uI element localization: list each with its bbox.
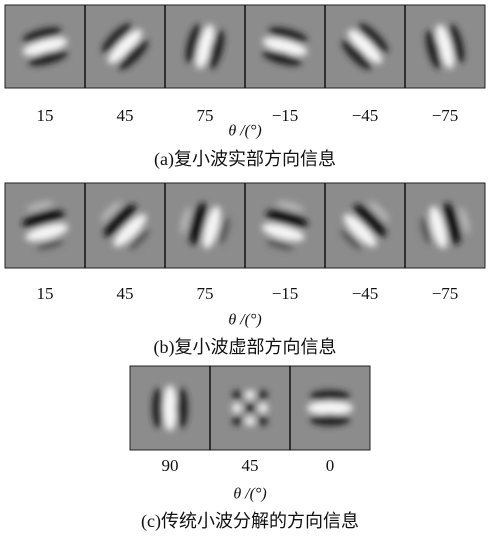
angle-label: 15 bbox=[37, 106, 54, 125]
angle-label: 45 bbox=[117, 106, 134, 125]
blob bbox=[245, 403, 255, 413]
angle-label: 0 bbox=[326, 456, 335, 475]
blob bbox=[258, 416, 268, 426]
dark-lobe bbox=[176, 388, 188, 428]
angle-label: 45 bbox=[242, 456, 259, 475]
dark-lobe bbox=[152, 388, 164, 428]
angle-label: 45 bbox=[117, 284, 134, 303]
blob bbox=[232, 390, 242, 400]
blob bbox=[245, 416, 255, 426]
wavelet-tile bbox=[307, 390, 353, 426]
caption: (a)复小波实部方向信息 bbox=[154, 149, 336, 170]
wavelet-pattern bbox=[307, 390, 353, 426]
angle-label: −15 bbox=[272, 106, 299, 125]
angle-label: −15 bbox=[272, 284, 299, 303]
blob bbox=[258, 390, 268, 400]
blob bbox=[232, 416, 242, 426]
angle-label: 75 bbox=[197, 284, 214, 303]
wavelet-pattern bbox=[152, 385, 188, 431]
caption: (b)复小波虚部方向信息 bbox=[154, 337, 337, 358]
axis-label: θ /(°) bbox=[233, 486, 266, 503]
dark-lobe bbox=[310, 390, 350, 402]
angle-label: −45 bbox=[352, 284, 379, 303]
angle-label: 75 bbox=[197, 106, 214, 125]
angle-label: −45 bbox=[352, 106, 379, 125]
wavelet-tile bbox=[232, 390, 268, 426]
blob bbox=[245, 390, 255, 400]
wavelet-tile bbox=[152, 385, 188, 431]
angle-label: 15 bbox=[37, 284, 54, 303]
light-lobe bbox=[307, 401, 353, 415]
angle-label: 90 bbox=[162, 456, 179, 475]
angle-label: −75 bbox=[432, 284, 459, 303]
blob bbox=[232, 403, 242, 413]
axis-label: θ /(°) bbox=[228, 123, 261, 140]
dark-lobe bbox=[310, 414, 350, 426]
light-lobe bbox=[163, 385, 177, 431]
angle-label: −75 bbox=[432, 106, 459, 125]
caption: (c)传统小波分解的方向信息 bbox=[141, 511, 359, 532]
axis-label: θ /(°) bbox=[228, 312, 261, 329]
blob bbox=[258, 403, 268, 413]
figure: 15 45 75 −15 −45 −75 θ /(°) (a)复小波实部方向信息 15 45 75 −… bbox=[0, 0, 490, 541]
